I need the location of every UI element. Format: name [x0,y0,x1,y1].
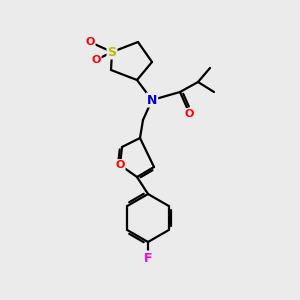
Text: O: O [91,55,101,65]
Text: F: F [144,251,152,265]
Text: O: O [85,37,95,47]
Text: O: O [115,160,125,170]
Text: N: N [147,94,157,106]
Text: O: O [184,109,194,119]
Text: S: S [107,46,116,59]
